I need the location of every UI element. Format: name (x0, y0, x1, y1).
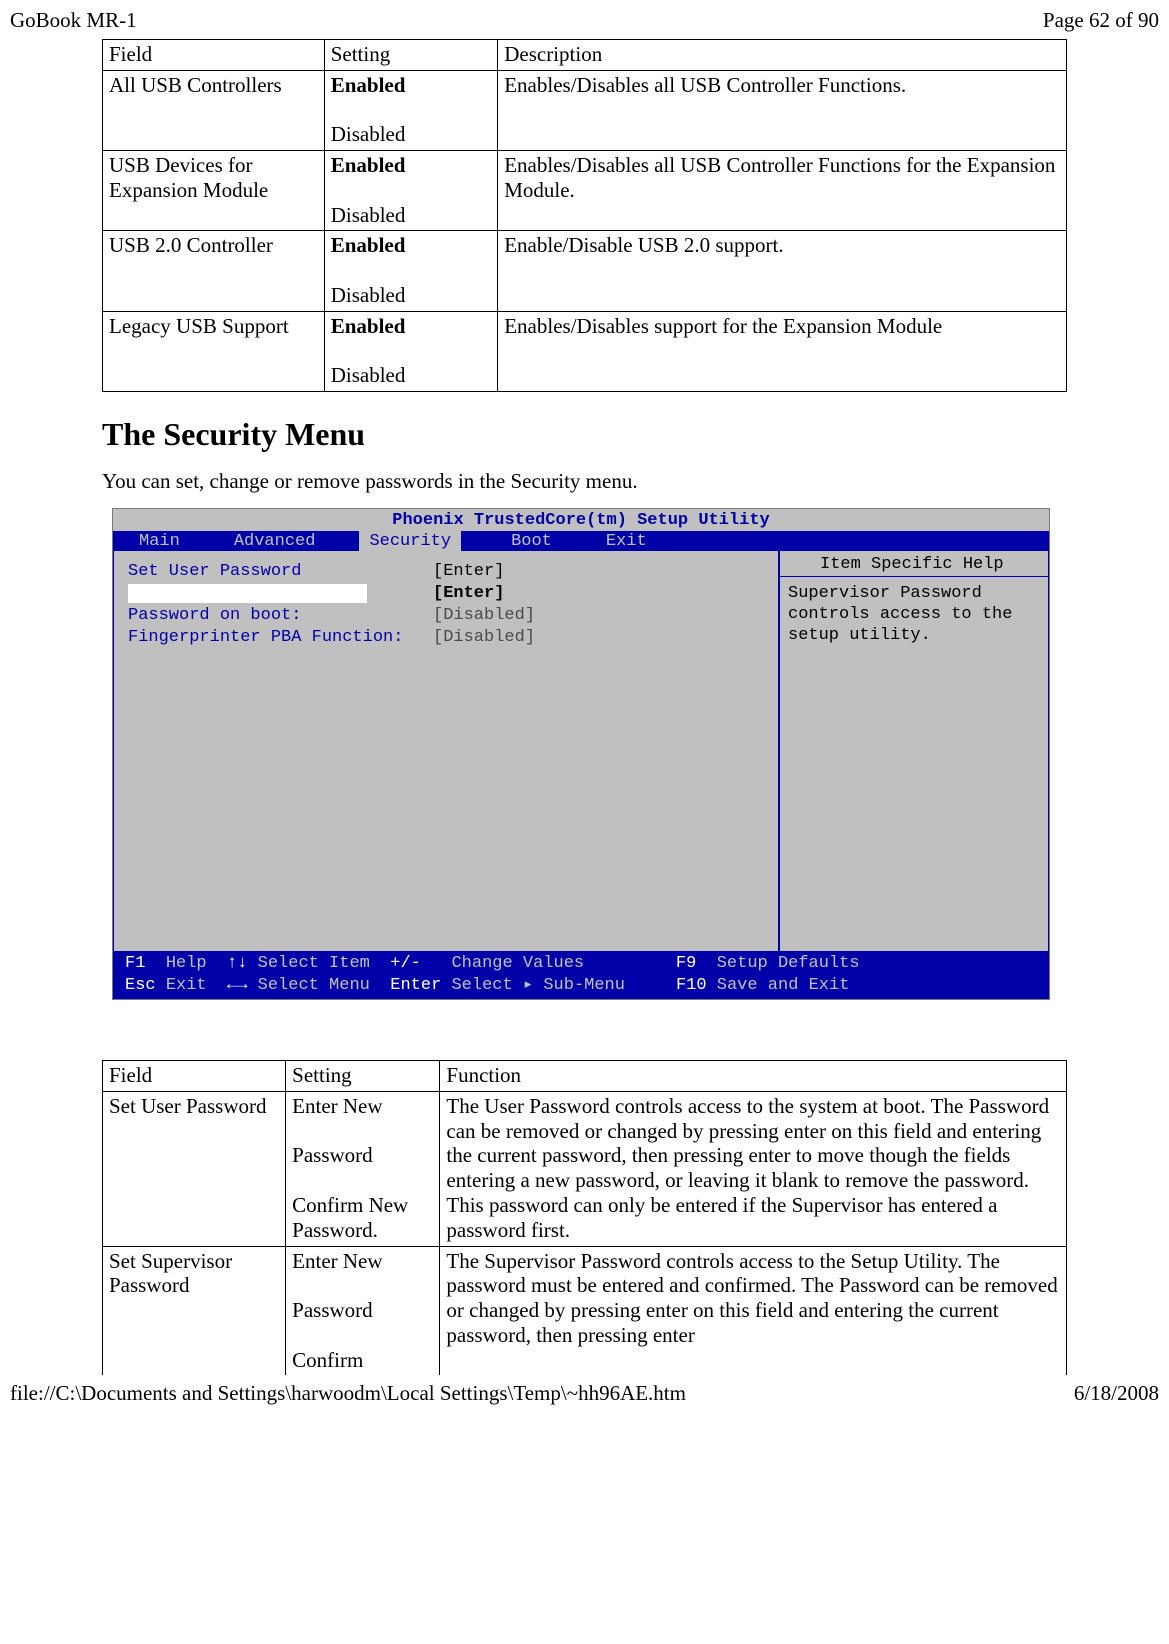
footer-left: file://C:\Documents and Settings\harwood… (10, 1381, 686, 1406)
bios-footer: F1 Help ↑↓ Select Item +/- Change Values… (113, 951, 1049, 999)
bios-help-title: Item Specific Help (780, 551, 1048, 577)
table-row: Legacy USB SupportEnabledDisabledEnables… (103, 311, 1067, 391)
bios-tab[interactable]: Main (139, 531, 180, 551)
bios-option-row[interactable]: Password on boot:[Disabled] (128, 605, 764, 627)
table-row: Set User PasswordEnter New Password Conf… (103, 1091, 1067, 1246)
section-title: The Security Menu (102, 416, 1067, 453)
table-cell: EnabledDisabled (324, 70, 498, 150)
bios-option-label: Set Supervisor Password (128, 583, 433, 605)
bios-tabs-row: Main Advanced Security Boot Exit (113, 531, 1049, 551)
bios-option-row[interactable]: Set Supervisor Password[Enter] (128, 583, 764, 605)
table-cell: Enables/Disables support for the Expansi… (498, 311, 1067, 391)
table-row: All USB ControllersEnabledDisabledEnable… (103, 70, 1067, 150)
bios-tab[interactable]: Boot (511, 531, 552, 551)
table-header-cell: Description (498, 40, 1067, 71)
bios-option-label: Password on boot: (128, 605, 433, 627)
bios-tab[interactable]: Security (359, 531, 461, 551)
table-cell: The Supervisor Password controls access … (440, 1246, 1067, 1375)
table-cell: EnabledDisabled (324, 311, 498, 391)
bios-tab[interactable]: Exit (606, 531, 647, 551)
table-cell: Enter New Password Confirm (286, 1246, 440, 1375)
table-header-cell: Field (103, 1061, 286, 1092)
table-cell: All USB Controllers (103, 70, 325, 150)
bios-option-label: Set User Password (128, 561, 433, 583)
footer-right: 6/18/2008 (1074, 1381, 1159, 1406)
table-cell: Legacy USB Support (103, 311, 325, 391)
usb-table: FieldSettingDescriptionAll USB Controlle… (102, 39, 1067, 392)
bios-option-value: [Enter] (433, 583, 504, 605)
bios-window: Phoenix TrustedCore(tm) Setup Utility Ma… (112, 508, 1050, 1000)
bios-option-value: [Enter] (433, 561, 504, 583)
bios-option-row[interactable]: Fingerprinter PBA Function:[Disabled] (128, 627, 764, 649)
table-cell: EnabledDisabled (324, 151, 498, 231)
section-intro: You can set, change or remove passwords … (102, 469, 1067, 494)
table-cell: Enable/Disable USB 2.0 support. (498, 231, 1067, 311)
table-header-cell: Setting (324, 40, 498, 71)
bios-window-title: Phoenix TrustedCore(tm) Setup Utility (113, 509, 1049, 531)
table-cell: Set User Password (103, 1091, 286, 1246)
bios-option-value: [Disabled] (433, 605, 535, 627)
bios-left-pane: Set User Password[Enter]Set Supervisor P… (113, 551, 779, 951)
bios-help-pane: Item Specific Help Supervisor Password c… (779, 551, 1049, 951)
table-cell: USB 2.0 Controller (103, 231, 325, 311)
header-left: GoBook MR-1 (10, 8, 137, 33)
table-cell: USB Devices for Expansion Module (103, 151, 325, 231)
table-header-cell: Setting (286, 1061, 440, 1092)
bios-help-body: Supervisor Password controls access to t… (780, 577, 1048, 653)
table-cell: EnabledDisabled (324, 231, 498, 311)
bios-tab[interactable]: Advanced (234, 531, 316, 551)
table-cell: Enables/Disables all USB Controller Func… (498, 70, 1067, 150)
bios-option-row[interactable]: Set User Password[Enter] (128, 561, 764, 583)
table-row: USB 2.0 ControllerEnabledDisabledEnable/… (103, 231, 1067, 311)
table-header-cell: Field (103, 40, 325, 71)
bios-option-value: [Disabled] (433, 627, 535, 649)
security-table: FieldSettingFunctionSet User PasswordEnt… (102, 1060, 1067, 1375)
header-right: Page 62 of 90 (1043, 8, 1159, 33)
table-row: Set Supervisor PasswordEnter New Passwor… (103, 1246, 1067, 1375)
bios-option-label: Fingerprinter PBA Function: (128, 627, 433, 649)
table-row: USB Devices for Expansion ModuleEnabledD… (103, 151, 1067, 231)
table-cell: The User Password controls access to the… (440, 1091, 1067, 1246)
table-cell: Enables/Disables all USB Controller Func… (498, 151, 1067, 231)
table-cell: Enter New Password Confirm New Password. (286, 1091, 440, 1246)
table-cell: Set Supervisor Password (103, 1246, 286, 1375)
table-header-cell: Function (440, 1061, 1067, 1092)
